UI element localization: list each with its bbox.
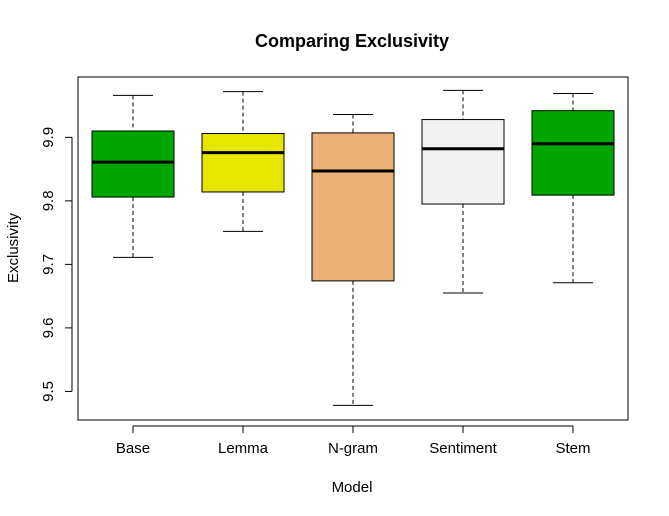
y-tick-label: 9.8: [40, 190, 57, 211]
box-stem: [531, 93, 615, 284]
y-tick-label: 9.5: [40, 381, 57, 402]
y-tick-label: 9.7: [40, 254, 57, 275]
y-tick-label: 9.6: [40, 317, 57, 338]
box-n-gram: [311, 113, 395, 406]
box-base: [91, 94, 175, 258]
box-iqr: [91, 130, 175, 198]
y-axis-label: Exclusivity: [5, 212, 22, 283]
box-sentiment: [421, 89, 505, 294]
x-axis: Base Lemma N-gram Sentiment Stem: [116, 425, 591, 457]
box-iqr: [201, 133, 285, 193]
x-tick-label: N-gram: [328, 440, 378, 457]
plot-frame: [77, 76, 629, 421]
x-axis-label: Model: [332, 479, 373, 496]
x-tick-label: Lemma: [218, 440, 269, 457]
box-iqr: [531, 110, 615, 196]
x-tick-label: Sentiment: [429, 440, 497, 457]
box-lemma: [201, 91, 285, 232]
box-iqr: [421, 119, 505, 205]
y-tick-label: 9.9: [40, 127, 57, 148]
x-tick-label: Stem: [555, 440, 590, 457]
boxes: [91, 89, 615, 406]
chart-title: Comparing Exclusivity: [255, 31, 449, 51]
box-iqr: [311, 132, 395, 282]
y-axis: 9.5 9.6 9.7 9.8 9.9: [40, 127, 73, 402]
x-tick-label: Base: [116, 440, 150, 457]
